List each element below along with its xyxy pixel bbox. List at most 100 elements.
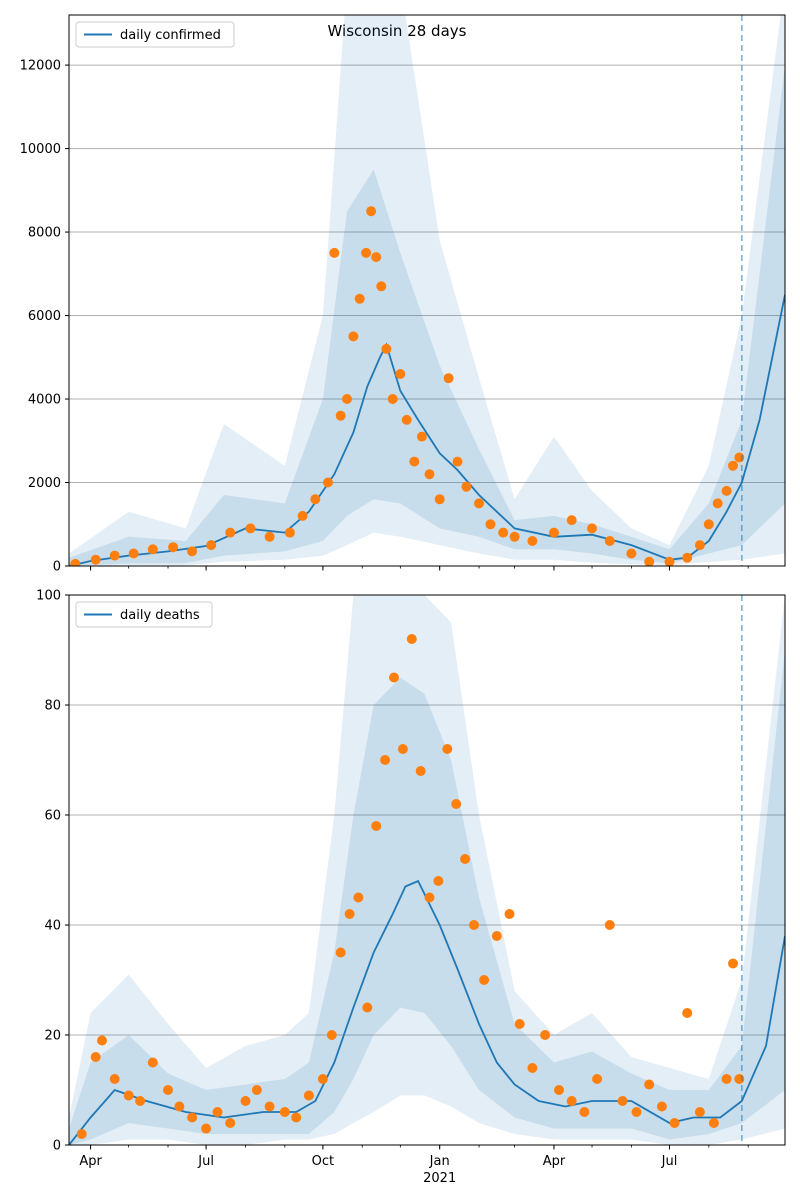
data-point [90, 1052, 101, 1062]
data-point [442, 744, 453, 754]
data-point [251, 1085, 262, 1095]
data-point [566, 515, 577, 526]
data-point [479, 975, 490, 985]
data-point [617, 1096, 628, 1106]
data-point [135, 1096, 146, 1106]
data-point [335, 947, 346, 958]
y-tick-label: 8000 [28, 226, 61, 241]
data-point [514, 1019, 525, 1029]
y-tick-label: 60 [44, 809, 61, 824]
data-point [335, 410, 346, 421]
data-point [728, 958, 738, 969]
data-point [416, 431, 427, 442]
data-point [395, 369, 406, 379]
data-point [401, 414, 412, 425]
axes-frame [68, 594, 786, 1146]
data-point [409, 456, 420, 467]
uncertainty-band-outer [69, 595, 785, 1145]
data-point [187, 1112, 198, 1123]
data-point [728, 460, 738, 471]
data-point [187, 546, 198, 557]
plot-area [69, 595, 785, 1145]
data-point [387, 394, 398, 404]
data-point [406, 634, 417, 644]
data-point [549, 527, 559, 538]
data-point [297, 510, 308, 521]
y-tick-label: 4000 [28, 393, 61, 408]
data-point [694, 1107, 705, 1117]
data-point [460, 854, 471, 864]
uncertainty-band-outer [69, 15, 785, 566]
data-point [240, 1096, 251, 1106]
data-point [415, 766, 426, 776]
data-point [682, 552, 693, 563]
data-point [644, 1079, 655, 1090]
data-point [109, 550, 120, 561]
data-point [644, 556, 655, 566]
data-point [703, 519, 714, 530]
data-point [604, 536, 615, 546]
data-point [504, 909, 515, 919]
data-point [579, 1107, 590, 1117]
x-tick-label: Oct [312, 1154, 334, 1169]
data-point [362, 1002, 373, 1013]
data-point [592, 1074, 603, 1084]
data-point [734, 452, 745, 463]
data-point [452, 456, 463, 467]
legend: daily confirmed [75, 21, 235, 48]
data-point [344, 909, 355, 919]
data-point [326, 1030, 337, 1040]
data-point [371, 252, 382, 263]
x-tick-label: Jul [197, 1154, 214, 1169]
y-tick-label: 80 [44, 699, 61, 714]
y-tick-label: 100 [36, 589, 61, 604]
data-point [381, 343, 392, 354]
uncertainty-band-inner [69, 65, 785, 566]
y-tick-label: 40 [44, 919, 61, 934]
data-point [323, 477, 333, 488]
x-tick-label: Jan [429, 1154, 450, 1169]
data-point [527, 536, 538, 546]
data-point [540, 1030, 551, 1040]
data-point [461, 481, 472, 492]
data-point [329, 247, 340, 258]
data-point [353, 892, 364, 903]
data-point [682, 1008, 693, 1018]
data-point [342, 394, 352, 404]
data-point [303, 1090, 314, 1101]
data-point [70, 558, 81, 566]
data-point [485, 519, 496, 530]
data-point [361, 247, 372, 258]
data-point [109, 1074, 120, 1084]
legend: daily deaths [75, 601, 213, 628]
plot-area [69, 15, 785, 566]
data-point [147, 1057, 158, 1068]
data-point [348, 331, 359, 342]
data-point [498, 527, 509, 538]
legend-box [75, 601, 213, 628]
data-point [317, 1074, 328, 1084]
data-point [310, 494, 321, 505]
data-point [284, 527, 295, 538]
data-point [76, 1129, 87, 1139]
data-point [554, 1085, 564, 1095]
x-tick-label: Jul [661, 1154, 678, 1169]
data-point [123, 1090, 134, 1101]
data-point [376, 281, 387, 292]
data-point [279, 1107, 290, 1117]
data-point [225, 527, 236, 538]
data-point [371, 821, 382, 831]
data-point [664, 556, 675, 566]
confirmed-panel: 0 2000 4000 6000 8000 10000 12000 daily confirm… [20, 14, 786, 575]
data-point [604, 920, 615, 930]
data-point [566, 1096, 577, 1106]
data-point [434, 494, 445, 505]
y-tick-label: 10000 [20, 142, 61, 157]
data-point [587, 523, 597, 534]
y-tick-label: 0 [53, 1139, 61, 1154]
data-point [291, 1112, 302, 1123]
deaths-panel: 0 20 40 60 80 100 Apr Jul Oct Jan Apr Jul 2021 daily … [36, 589, 786, 1186]
data-point [721, 485, 732, 496]
data-point [264, 531, 275, 542]
